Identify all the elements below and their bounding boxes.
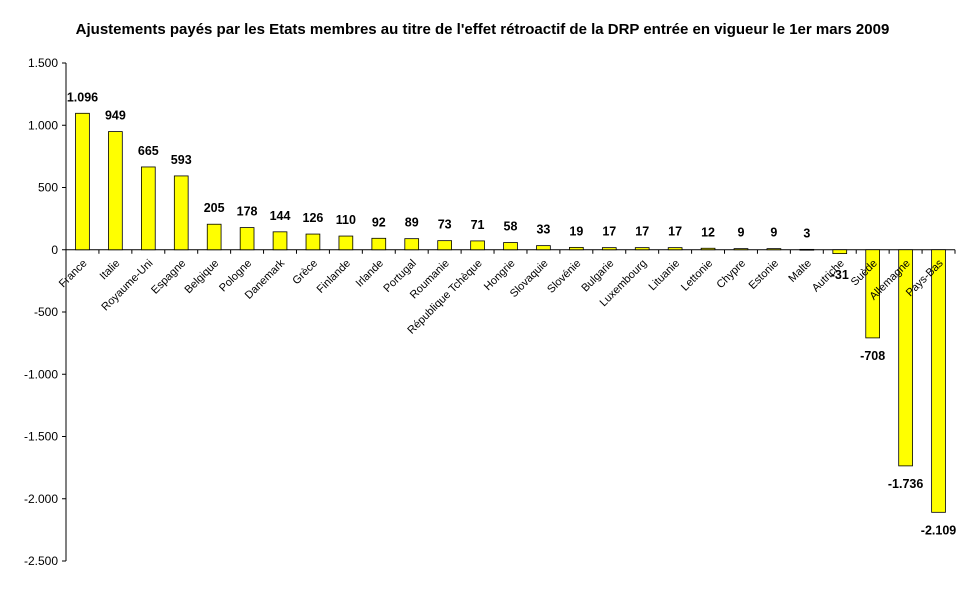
bar: [832, 249, 848, 255]
data-label: 12: [701, 225, 715, 239]
y-tick-label: -500: [34, 305, 58, 319]
bar: [108, 131, 123, 251]
bar: [437, 240, 452, 251]
bar: [601, 247, 617, 251]
data-label: 593: [171, 153, 192, 167]
data-label: -31: [831, 268, 849, 282]
bar: [799, 248, 815, 251]
category-label: Belgique: [183, 257, 222, 296]
bar: [371, 237, 387, 251]
category-label: Lituanie: [647, 257, 683, 293]
data-label: -708: [860, 349, 885, 363]
data-label: 92: [372, 215, 386, 229]
axes: 1.500 1.000 500 0 -500 -1.000 -1.500 -2.000 -2.5…: [24, 56, 956, 568]
bar: [931, 249, 946, 513]
data-label: -1.736: [888, 477, 923, 491]
bar: [503, 242, 518, 251]
y-tick-label: -2.500: [24, 554, 58, 568]
data-label: 17: [602, 225, 616, 239]
category-label: Estonie: [747, 257, 781, 291]
category-label: Lettonie: [679, 257, 715, 293]
bar: [75, 112, 90, 251]
category-label: Chypre: [715, 257, 749, 291]
data-label: 19: [569, 224, 583, 238]
bars: [75, 112, 946, 513]
y-tick-label: 0: [51, 243, 58, 257]
data-label: 17: [668, 225, 682, 239]
data-label: 949: [105, 109, 126, 123]
bar: [206, 223, 222, 251]
data-label: 110: [336, 213, 356, 227]
bar: [338, 235, 354, 251]
y-tick-label: -1.000: [24, 367, 58, 381]
bar: [634, 247, 650, 251]
category-label: Slovénie: [545, 257, 583, 295]
bar: [305, 233, 321, 251]
data-label: 17: [635, 225, 649, 239]
category-label: Italie: [98, 257, 123, 282]
data-label: 89: [405, 216, 419, 230]
data-label: 665: [138, 144, 159, 158]
bar: [470, 240, 485, 251]
y-tick-label: 1.000: [28, 118, 58, 132]
bar: [404, 238, 420, 251]
bar: [536, 245, 551, 251]
bar: [141, 166, 156, 251]
labels: 1.096France949Italie665Royaume-Uni593Esp…: [57, 90, 956, 537]
category-label: Malte: [786, 257, 814, 285]
data-label: 33: [536, 223, 550, 237]
data-label: -2.109: [921, 523, 956, 537]
category-label: Espagne: [149, 257, 188, 296]
bar: [569, 246, 584, 251]
data-label: 144: [270, 209, 291, 223]
category-label: Grèce: [290, 257, 320, 287]
y-tick-label: -2.000: [24, 492, 58, 506]
bar: [667, 247, 683, 251]
category-label: France: [57, 257, 90, 290]
y-tick-label: 500: [38, 181, 58, 195]
bar: [239, 227, 255, 251]
data-label: 9: [738, 226, 745, 240]
bar: [898, 249, 913, 467]
bar: [733, 248, 749, 251]
data-label: 71: [471, 218, 485, 232]
chart-title: Ajustements payés par les Etats membres …: [75, 21, 890, 38]
data-label: 3: [803, 226, 810, 240]
bar: [865, 249, 880, 339]
y-tick-label: 1.500: [28, 56, 58, 70]
category-label: Finlande: [315, 257, 353, 295]
data-label: 178: [237, 205, 258, 219]
data-label: 73: [438, 218, 452, 232]
bar: [173, 175, 189, 251]
data-label: 126: [303, 211, 324, 225]
data-label: 58: [504, 220, 518, 234]
category-label: Irlande: [354, 257, 386, 289]
data-label: 1.096: [67, 90, 98, 104]
data-label: 205: [204, 201, 225, 215]
data-label: 9: [770, 226, 777, 240]
y-tick-label: -1.500: [24, 430, 58, 444]
bar: [766, 248, 782, 251]
bar: [700, 247, 716, 251]
bar: [272, 231, 288, 251]
